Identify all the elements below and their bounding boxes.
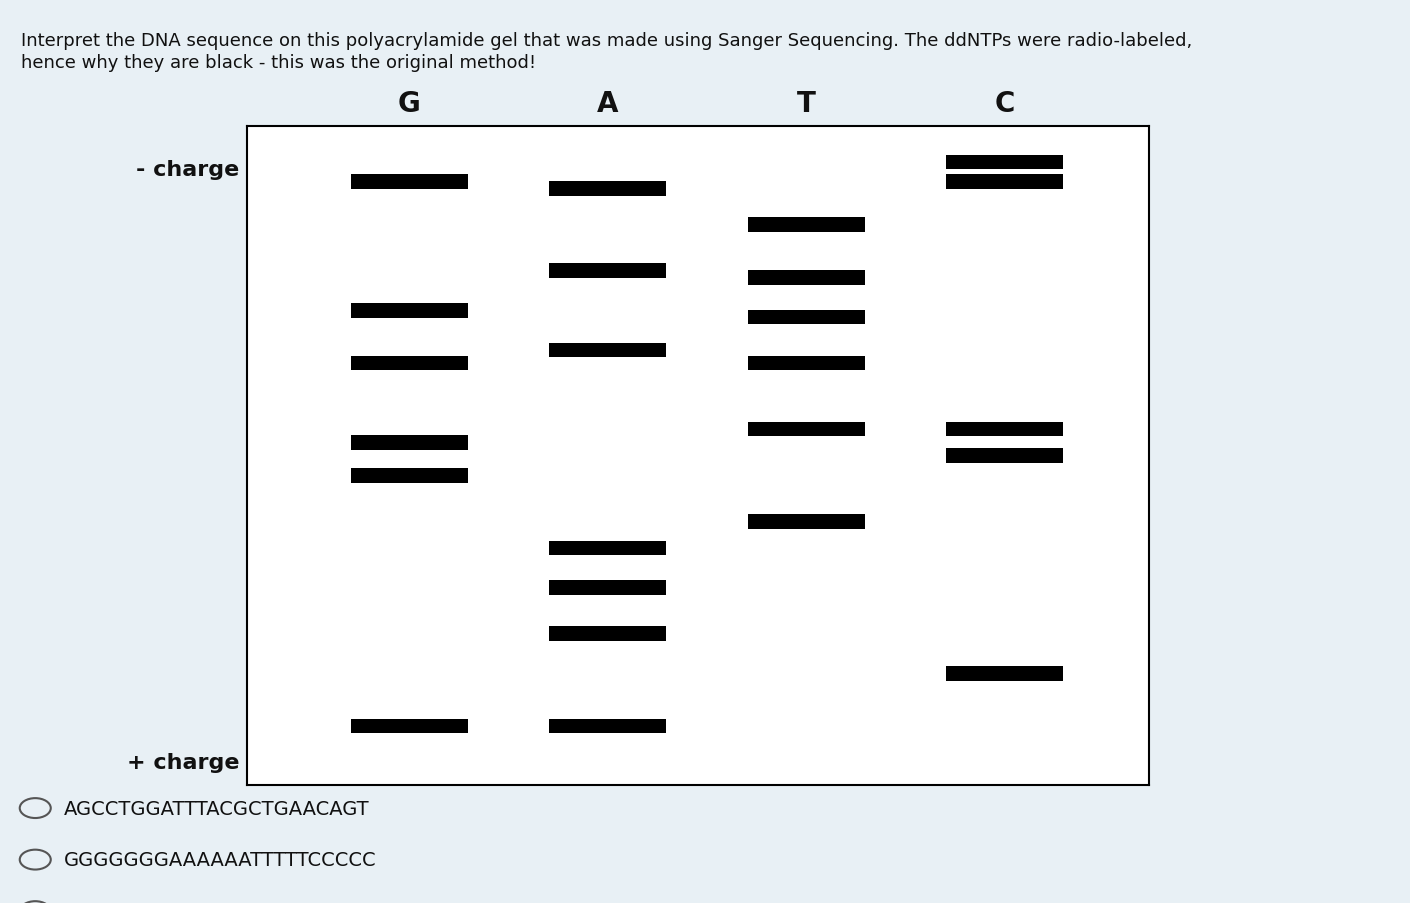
FancyBboxPatch shape xyxy=(351,175,468,190)
FancyBboxPatch shape xyxy=(747,515,864,529)
Text: - charge: - charge xyxy=(137,159,240,180)
Text: hence why they are black - this was the original method!: hence why they are black - this was the … xyxy=(21,54,536,72)
FancyBboxPatch shape xyxy=(351,357,468,371)
Text: AGCCTGGATTTACGCTGAACAGT: AGCCTGGATTTACGCTGAACAGT xyxy=(63,798,369,818)
FancyBboxPatch shape xyxy=(946,666,1063,681)
FancyBboxPatch shape xyxy=(548,265,667,279)
FancyBboxPatch shape xyxy=(548,182,667,196)
FancyBboxPatch shape xyxy=(351,435,468,450)
Text: T: T xyxy=(797,89,815,117)
FancyBboxPatch shape xyxy=(548,627,667,641)
FancyBboxPatch shape xyxy=(946,175,1063,190)
Text: G: G xyxy=(398,89,420,117)
FancyBboxPatch shape xyxy=(351,469,468,483)
FancyBboxPatch shape xyxy=(946,155,1063,170)
FancyBboxPatch shape xyxy=(747,271,864,285)
Text: C: C xyxy=(994,89,1015,117)
FancyBboxPatch shape xyxy=(548,343,667,358)
Text: TGACAAGTCGCATTTAGGTCCGA: TGACAAGTCGCATTTAGGTCCGA xyxy=(63,901,367,903)
Text: A: A xyxy=(596,89,619,117)
FancyBboxPatch shape xyxy=(946,449,1063,463)
FancyBboxPatch shape xyxy=(946,423,1063,437)
FancyBboxPatch shape xyxy=(747,218,864,233)
FancyBboxPatch shape xyxy=(548,541,667,555)
Text: + charge: + charge xyxy=(127,752,240,772)
FancyBboxPatch shape xyxy=(548,581,667,595)
FancyBboxPatch shape xyxy=(747,357,864,371)
FancyBboxPatch shape xyxy=(747,423,864,437)
FancyBboxPatch shape xyxy=(548,719,667,733)
FancyBboxPatch shape xyxy=(351,719,468,733)
Text: GGGGGGGAAAAAATTTTTCCCCC: GGGGGGGAAAAAATTTTTCCCCC xyxy=(63,850,376,870)
Text: Interpret the DNA sequence on this polyacrylamide gel that was made using Sanger: Interpret the DNA sequence on this polya… xyxy=(21,32,1193,50)
FancyBboxPatch shape xyxy=(351,303,468,318)
FancyBboxPatch shape xyxy=(747,311,864,325)
